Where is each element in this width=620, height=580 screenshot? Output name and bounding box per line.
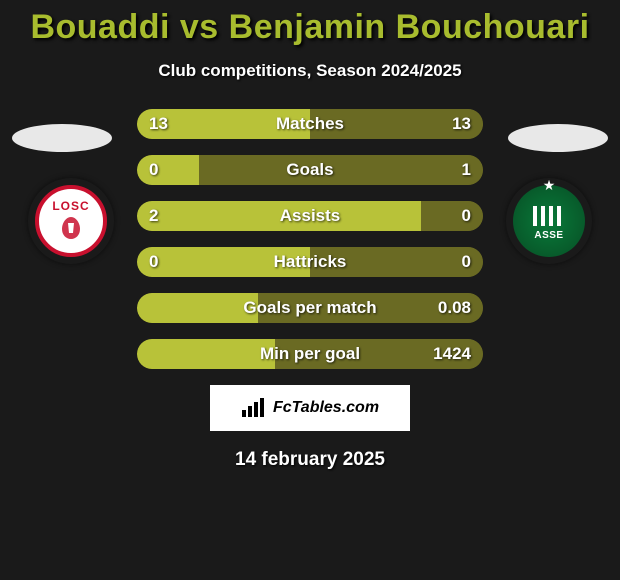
stat-value-right: 1424 — [433, 344, 471, 364]
stat-bar-track: Assists 2 0 — [137, 201, 483, 231]
bars-icon — [241, 398, 269, 418]
stat-bar-track: Goals 0 1 — [137, 155, 483, 185]
asse-label: ASSE — [534, 230, 563, 241]
comparison-card: Bouaddi vs Benjamin Bouchouari Club comp… — [0, 0, 620, 471]
stat-row: Assists 2 0 — [0, 201, 620, 231]
stat-bar-track: Hattricks 0 0 — [137, 247, 483, 277]
stat-value-left: 0 — [149, 160, 158, 180]
stat-label: Goals per match — [243, 298, 376, 318]
stat-row: Min per goal 1424 — [0, 339, 620, 369]
stat-label: Matches — [276, 114, 344, 134]
date-text: 14 february 2025 — [0, 449, 620, 471]
stat-label: Hattricks — [274, 252, 347, 272]
subtitle: Club competitions, Season 2024/2025 — [0, 61, 620, 81]
stat-row: Goals 0 1 — [0, 155, 620, 185]
stat-value-left: 2 — [149, 206, 158, 226]
stat-label: Min per goal — [260, 344, 360, 364]
brand-badge: FcTables.com — [210, 385, 410, 431]
stat-bar-track: Matches 13 13 — [137, 109, 483, 139]
stat-bar-track: Min per goal 1424 — [137, 339, 483, 369]
stat-value-right: 13 — [452, 114, 471, 134]
brand-text: FcTables.com — [273, 399, 379, 417]
stat-bar-fill-right — [421, 201, 483, 231]
stat-value-right: 0.08 — [438, 298, 471, 318]
stat-bar-track: Goals per match 0.08 — [137, 293, 483, 323]
stat-value-right: 0 — [462, 206, 471, 226]
stat-value-right: 0 — [462, 252, 471, 272]
stat-bar-fill-left — [137, 293, 258, 323]
page-title: Bouaddi vs Benjamin Bouchouari — [0, 8, 620, 47]
stat-value-left: 13 — [149, 114, 168, 134]
stat-row: Hattricks 0 0 — [0, 247, 620, 277]
stat-bar-fill-left — [137, 155, 199, 185]
stat-bar-fill-left — [137, 339, 275, 369]
stat-bar-fill-right — [199, 155, 483, 185]
stat-value-left: 0 — [149, 252, 158, 272]
stat-label: Goals — [286, 160, 333, 180]
stat-row: Goals per match 0.08 — [0, 293, 620, 323]
stat-label: Assists — [280, 206, 340, 226]
stat-row: Matches 13 13 — [0, 109, 620, 139]
stat-value-right: 1 — [462, 160, 471, 180]
